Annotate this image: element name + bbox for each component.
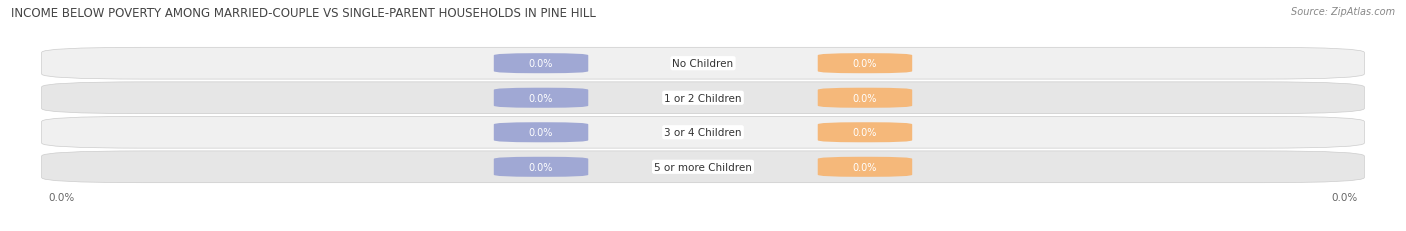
Text: 0.0%: 0.0% [853, 162, 877, 172]
Text: 0.0%: 0.0% [853, 128, 877, 138]
Text: 0.0%: 0.0% [529, 93, 553, 103]
Text: 0.0%: 0.0% [853, 93, 877, 103]
Text: INCOME BELOW POVERTY AMONG MARRIED-COUPLE VS SINGLE-PARENT HOUSEHOLDS IN PINE HI: INCOME BELOW POVERTY AMONG MARRIED-COUPL… [11, 7, 596, 20]
Text: 0.0%: 0.0% [853, 59, 877, 69]
FancyBboxPatch shape [818, 157, 912, 177]
Text: 0.0%: 0.0% [529, 162, 553, 172]
FancyBboxPatch shape [42, 117, 1364, 149]
FancyBboxPatch shape [818, 123, 912, 143]
FancyBboxPatch shape [42, 151, 1364, 183]
FancyBboxPatch shape [494, 88, 588, 108]
FancyBboxPatch shape [494, 123, 588, 143]
FancyBboxPatch shape [494, 54, 588, 74]
FancyBboxPatch shape [42, 48, 1364, 80]
Text: Source: ZipAtlas.com: Source: ZipAtlas.com [1291, 7, 1395, 17]
Text: 3 or 4 Children: 3 or 4 Children [664, 128, 742, 138]
FancyBboxPatch shape [818, 54, 912, 74]
Text: 0.0%: 0.0% [529, 128, 553, 138]
Text: No Children: No Children [672, 59, 734, 69]
FancyBboxPatch shape [818, 88, 912, 108]
FancyBboxPatch shape [42, 82, 1364, 114]
Text: 5 or more Children: 5 or more Children [654, 162, 752, 172]
Text: 1 or 2 Children: 1 or 2 Children [664, 93, 742, 103]
FancyBboxPatch shape [494, 157, 588, 177]
Text: 0.0%: 0.0% [529, 59, 553, 69]
